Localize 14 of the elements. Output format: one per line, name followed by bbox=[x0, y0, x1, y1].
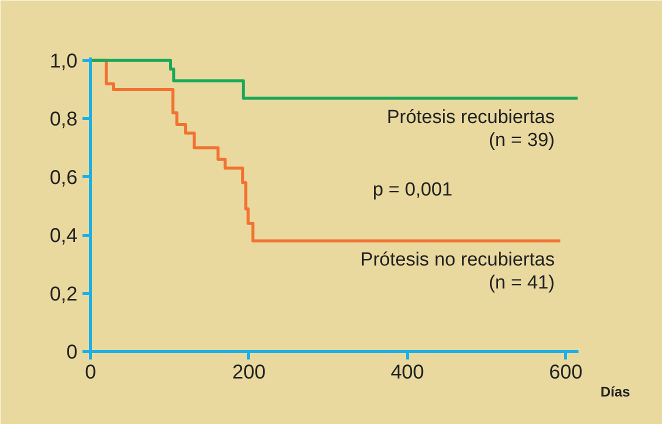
x-tick-label: 0 bbox=[84, 362, 96, 384]
y-tick-label: 0,6 bbox=[50, 166, 78, 189]
y-tick-label: 0,4 bbox=[50, 225, 78, 248]
y-tick-label: 1,0 bbox=[50, 50, 78, 72]
y-tick-label: 0 bbox=[66, 342, 78, 364]
y-tick-label: 0,2 bbox=[50, 283, 78, 306]
x-axis-title: Días bbox=[600, 384, 630, 400]
x-tick-label: 400 bbox=[390, 362, 424, 384]
series-label: Prótesis recubiertas (n = 39) bbox=[386, 106, 555, 152]
x-tick-label: 600 bbox=[549, 362, 583, 384]
series-label: Prótesis no recubiertas (n = 41) bbox=[360, 250, 555, 294]
y-tick-label: 0,8 bbox=[50, 108, 78, 131]
x-tick-label: 200 bbox=[232, 362, 266, 384]
annotation: p = 0,001 bbox=[372, 179, 452, 200]
